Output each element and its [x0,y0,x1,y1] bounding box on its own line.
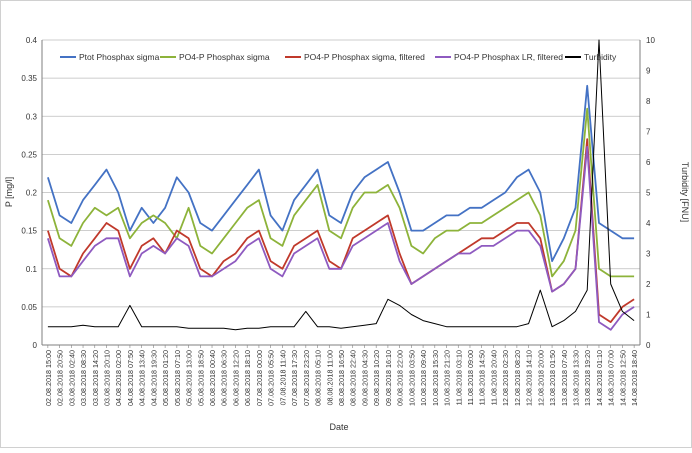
x-tick-label: 04.08.2018 07:50 [126,350,135,406]
y2-axis-title: Turbidity [FNU] [680,162,690,222]
x-tick-label: 14.08.2018 12:50 [618,350,627,406]
y2-tick-label: 9 [646,67,651,76]
x-tick-label: 09.08.2018 10:20 [372,350,381,406]
x-tick-label: 11.08.2018 20:40 [489,350,498,405]
x-tick-label: 11.08.2018 09:00 [466,350,475,405]
y-tick-label: 0.35 [21,74,37,83]
y2-tick-label: 4 [646,219,651,228]
x-tick-label: 08.08.2018 16:50 [337,350,346,406]
y-tick-label: 0.25 [21,150,37,159]
x-tick-label: 06.08.2018 06:30 [220,350,229,406]
x-tick-label: 11.08.2018 14:50 [478,350,487,405]
x-tick-label: 11.08.2018 03:10 [454,350,463,405]
x-tick-label: 07.08.2018 11:40 [278,350,287,405]
x-tick-label: 08.08.2018 11:00 [325,350,334,405]
x-tick-label: 05.08.2018 01:20 [161,350,170,406]
y2-tick-label: 7 [646,128,651,137]
x-tick-label: 06.08.2018 00:40 [208,350,217,406]
x-axis-title: Date [329,422,348,432]
x-tick-label: 07.08.2018 05:50 [267,350,276,406]
legend: Ptot Phosphax sigma PO4-P Phosphax sigma P… [60,52,617,62]
y2-tick-label: 8 [646,97,651,106]
x-tick-label: 10.08.2018 21:20 [443,350,452,406]
x-tick-label: 14.08.2018 01:10 [595,350,604,406]
x-tick-label: 10.08.2018 15:30 [431,350,440,406]
legend-label: Turbidity [584,52,617,62]
x-tick-label: 14.08.2018 07:00 [607,350,616,406]
legend-label: PO4-P Phosphax sigma [179,52,270,62]
legend-label: Ptot Phosphax sigma [79,52,160,62]
y-tick-label: 0 [33,341,38,350]
x-tick-label: 12.08.2018 08:20 [513,350,522,406]
legend-label: PO4-P Phosphax sigma, filtered [304,52,425,62]
x-tick-label: 09.08.2018 04:30 [360,350,369,406]
y-tick-label: 0.1 [26,265,38,274]
x-tick-label: 08.08.2018 22:40 [349,350,358,406]
y2-tick-label: 6 [646,158,651,167]
y2-tick-label: 0 [646,341,651,350]
y-tick-label: 0.3 [26,112,38,121]
x-tick-label: 12.08.2018 02:30 [501,350,510,406]
x-tick-label: 13.08.2018 01:50 [548,350,557,406]
y-axis-title: P [mg/l] [4,177,14,207]
x-tick-label: 07.08.2018 00:00 [255,350,264,406]
x-tick-label: 02.08.2018 20:50 [56,350,65,406]
x-tick-label: 04.08.2018 02:00 [114,350,123,406]
x-tick-label: 13.08.2018 07:40 [560,350,569,406]
x-tick-label: 12.08.2018 14:10 [525,350,534,406]
x-tick-label: 05.08.2018 07:10 [173,350,182,406]
y2-tick-label: 5 [646,189,651,198]
x-tick-label: 13.08.2018 19:20 [583,350,592,406]
x-tick-label: 04.08.2018 19:30 [149,350,158,406]
x-tick-label: 09.08.2018 16:10 [384,350,393,406]
y-tick-label: 0.15 [21,227,37,236]
x-tick-label: 03.08.2018 14:20 [91,350,100,406]
x-tick-label: 13.08.2018 13:30 [572,350,581,406]
x-tick-label: 03.08.2018 02:40 [67,350,76,406]
x-tick-label: 08.08.2018 05:10 [314,350,323,406]
x-tick-label: 03.08.2018 08:30 [79,350,88,406]
x-tick-label: 12.08.2018 20:00 [536,350,545,406]
y-tick-label: 0.05 [21,303,37,312]
x-tick-label: 04.08.2018 13:40 [138,350,147,406]
y2-tick-label: 3 [646,250,651,259]
legend-label: PO4-P Phosphax LR, filtered [454,52,563,62]
x-tick-label: 06.08.2018 18:10 [243,350,252,406]
x-tick-label: 02.08.2018 15:00 [44,350,53,406]
x-tick-label: 14.08.2018 18:40 [630,350,639,406]
x-tick-label: 09.08.2018 22:00 [396,350,405,406]
x-tick-label: 03.08.2018 20:10 [102,350,111,406]
x-tick-label: 05.08.2018 13:00 [185,350,194,406]
x-tick-label: 10.08.2018 09:40 [419,350,428,406]
y-tick-label: 0.2 [26,189,38,198]
y2-tick-label: 10 [646,36,655,45]
x-tick-label: 06.08.2018 12:20 [231,350,240,406]
x-tick-label: 07.08.2018 23:20 [302,350,311,406]
y2-tick-label: 2 [646,280,651,289]
y-tick-label: 0.4 [26,36,38,45]
x-tick-label: 05.08.2018 18:50 [196,350,205,406]
y2-tick-label: 1 [646,311,651,320]
x-tick-label: 10.08.2018 03:50 [407,350,416,406]
x-tick-label: 07.08.2018 17:30 [290,350,299,406]
